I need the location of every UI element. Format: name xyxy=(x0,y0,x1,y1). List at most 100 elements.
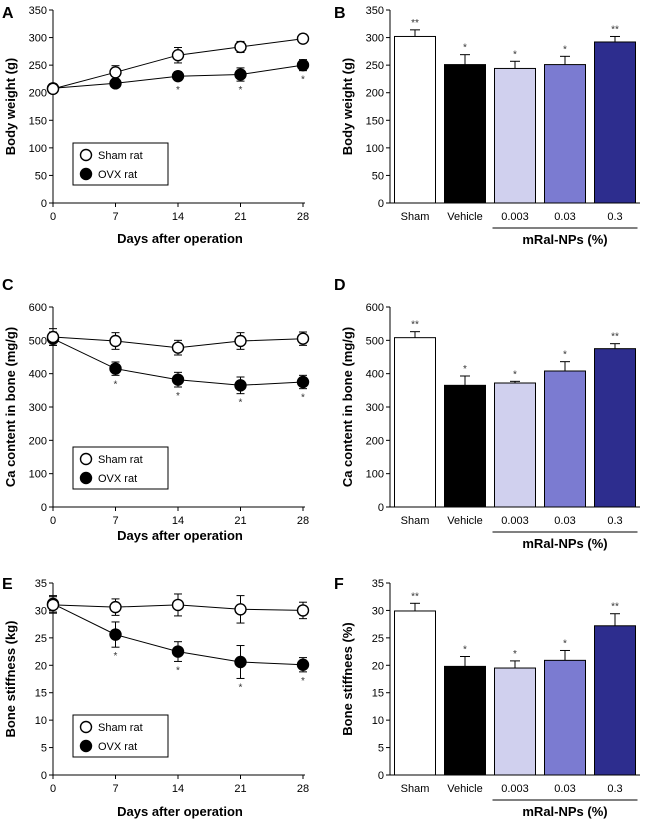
x-tick-label-A: 7 xyxy=(112,211,118,223)
x-tick-label-E: 28 xyxy=(297,783,309,795)
y-tick-label-B: 250 xyxy=(366,60,384,72)
legend-marker-A xyxy=(79,148,93,162)
legend-label-E: Sham rat xyxy=(98,722,143,734)
x-tick-label-D: 0.03 xyxy=(554,515,575,527)
significance-label-F: ** xyxy=(411,591,419,602)
data-point-C xyxy=(234,379,247,392)
x-tick-label-F: 0.03 xyxy=(554,783,575,795)
significance-label-B: * xyxy=(463,43,467,54)
bar-B xyxy=(594,41,636,204)
panel-letter-B: B xyxy=(334,5,346,22)
panel-letter-E: E xyxy=(2,576,13,593)
y-tick-label-E: 25 xyxy=(35,633,47,645)
x-tick-label-C: 0 xyxy=(50,515,56,527)
x-tick-label-C: 28 xyxy=(297,515,309,527)
y-tick-label-C: 500 xyxy=(29,335,47,347)
data-point-E xyxy=(296,658,310,671)
x-tick-label-B: Sham xyxy=(401,211,430,223)
y-axis-title-F: Bone stiffnees (%) xyxy=(340,622,355,735)
bar-D xyxy=(594,348,636,508)
significance-label-E: * xyxy=(114,651,118,662)
y-tick-label-E: 0 xyxy=(41,770,47,782)
x-tick-label-D: 0.3 xyxy=(607,515,622,527)
y-tick-label-C: 0 xyxy=(41,502,47,514)
bar-B xyxy=(444,64,486,204)
x-tick-label-F: 0.3 xyxy=(607,783,622,795)
significance-label-E: * xyxy=(301,676,305,687)
y-tick-label-D: 400 xyxy=(366,369,384,381)
data-point-E xyxy=(109,628,122,641)
significance-label-C: * xyxy=(239,398,243,409)
y-tick-label-E: 35 xyxy=(35,578,47,590)
data-point-E xyxy=(234,655,247,669)
significance-label-A: * xyxy=(239,85,243,96)
significance-label-F: * xyxy=(463,645,467,656)
legend-marker-C xyxy=(79,452,93,466)
x-tick-label-A: 21 xyxy=(234,211,246,223)
y-tick-label-C: 300 xyxy=(29,402,47,414)
bar-B xyxy=(394,35,436,204)
bar-D xyxy=(544,370,586,508)
y-tick-label-A: 50 xyxy=(35,170,47,182)
y-tick-label-A: 0 xyxy=(41,198,47,210)
legend-marker-E xyxy=(79,720,93,734)
significance-label-C: * xyxy=(301,393,305,404)
y-tick-label-A: 200 xyxy=(29,88,47,100)
data-point-A xyxy=(296,32,310,45)
y-tick-label-F: 10 xyxy=(372,715,384,727)
legend-marker-C xyxy=(79,471,93,485)
y-tick-label-B: 350 xyxy=(366,5,384,17)
y-tick-label-A: 350 xyxy=(29,5,47,17)
y-tick-label-B: 200 xyxy=(366,88,384,100)
x-axis-title-C: Days after operation xyxy=(117,528,243,543)
significance-label-B: ** xyxy=(611,24,619,35)
y-tick-label-F: 20 xyxy=(372,660,384,672)
significance-label-A: * xyxy=(301,75,305,86)
y-tick-label-D: 100 xyxy=(366,469,384,481)
y-tick-label-D: 500 xyxy=(366,335,384,347)
x-tick-label-E: 7 xyxy=(112,783,118,795)
significance-label-D: ** xyxy=(411,320,419,331)
significance-label-B: * xyxy=(513,49,517,60)
bar-D xyxy=(444,384,486,508)
panel-letter-A: A xyxy=(2,5,14,22)
y-tick-label-A: 300 xyxy=(29,33,47,45)
bar-F xyxy=(594,625,636,776)
x-axis-title-E: Days after operation xyxy=(117,804,243,819)
y-tick-label-F: 25 xyxy=(372,633,384,645)
x-tick-label-E: 14 xyxy=(172,783,184,795)
x-tick-label-B: 0.3 xyxy=(607,211,622,223)
data-point-C xyxy=(46,330,60,344)
x-tick-label-B: 0.03 xyxy=(554,211,575,223)
legend-label-C: Sham rat xyxy=(98,454,143,466)
y-axis-title-C: Ca content in bone (mg/g) xyxy=(3,327,18,487)
y-tick-label-B: 300 xyxy=(366,33,384,45)
data-point-A xyxy=(171,49,185,62)
data-point-A xyxy=(234,68,247,81)
y-tick-label-D: 0 xyxy=(378,502,384,514)
y-tick-label-B: 100 xyxy=(366,143,384,155)
y-tick-label-A: 250 xyxy=(29,60,47,72)
y-axis-title-E: Bone stiffness (kg) xyxy=(3,620,18,737)
y-tick-label-E: 30 xyxy=(35,605,47,617)
y-tick-label-F: 15 xyxy=(372,688,384,700)
data-point-C xyxy=(171,373,185,386)
y-tick-label-E: 5 xyxy=(41,743,47,755)
legend-label-A: Sham rat xyxy=(98,150,143,162)
y-tick-label-C: 200 xyxy=(29,435,47,447)
data-point-A xyxy=(109,66,122,79)
x-tick-label-A: 28 xyxy=(297,211,309,223)
significance-label-D: * xyxy=(463,364,467,375)
bar-F xyxy=(544,659,586,776)
data-point-A xyxy=(109,77,122,90)
significance-label-D: ** xyxy=(611,332,619,343)
bar-F xyxy=(494,667,536,776)
y-tick-label-F: 30 xyxy=(372,605,384,617)
bar-D xyxy=(494,382,536,508)
legend-marker-E xyxy=(79,739,93,753)
legend-label-C: OVX rat xyxy=(98,473,137,485)
significance-label-D: * xyxy=(513,369,517,380)
y-axis-title-A: Body weight (g) xyxy=(3,58,18,156)
x-axis-title-A: Days after operation xyxy=(117,231,243,246)
